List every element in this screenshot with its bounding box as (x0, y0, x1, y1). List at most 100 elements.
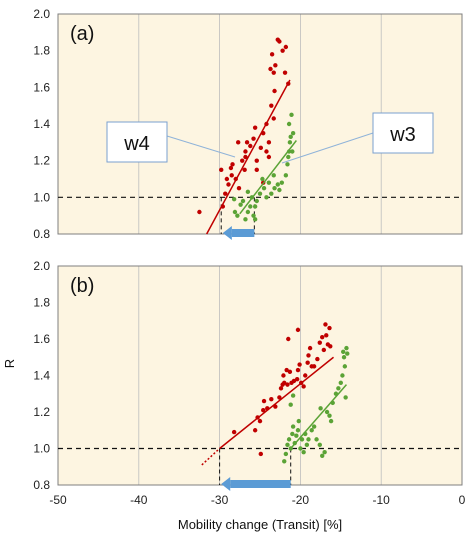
data-point-w4 (285, 382, 290, 387)
data-point-w4 (273, 63, 278, 68)
x-tick-label: -30 (211, 493, 229, 507)
data-point-w3 (299, 437, 305, 442)
data-point-w3 (304, 442, 310, 448)
data-point-w3 (345, 351, 350, 356)
y-tick-label: 1.0 (33, 190, 50, 204)
fit-line-w3 (239, 140, 297, 215)
y-tick-label: 2.0 (33, 7, 50, 21)
data-point-w3 (327, 413, 332, 418)
data-point-w4 (251, 136, 256, 141)
data-point-w4 (282, 70, 288, 75)
data-point-w3 (340, 373, 345, 378)
data-point-w3 (286, 154, 291, 160)
data-point-w4 (269, 52, 275, 57)
data-point-w4 (275, 37, 280, 42)
data-point-w3 (286, 437, 292, 442)
data-point-w3 (286, 121, 292, 127)
data-point-w3 (301, 449, 306, 455)
shift-arrow (222, 226, 255, 240)
data-point-w4 (230, 162, 235, 167)
y-tick-label: 1.6 (33, 80, 50, 94)
shift-arrow-body (231, 229, 255, 237)
data-point-w3 (238, 202, 243, 207)
data-point-w4 (295, 327, 301, 333)
data-point-w4 (240, 158, 245, 163)
data-point-w3 (318, 406, 323, 411)
shift-arrow (221, 477, 291, 491)
data-point-w4 (268, 66, 273, 72)
data-point-w4 (231, 429, 237, 435)
y-tick-label: 1.8 (33, 296, 50, 310)
data-point-w3 (283, 173, 289, 178)
y-tick-label: 0.8 (33, 478, 50, 492)
data-point-w3 (344, 345, 349, 351)
data-point-w3 (290, 431, 295, 437)
data-point-w3 (279, 180, 285, 185)
data-point-w3 (245, 209, 251, 215)
data-point-w4 (244, 140, 250, 145)
data-point-w4 (278, 386, 284, 391)
data-point-w3 (282, 459, 287, 464)
data-point-w4 (306, 353, 311, 358)
y-tick-label: 1.4 (33, 369, 50, 383)
callout-layer: w4 w3 (106, 112, 434, 164)
data-point-w3 (277, 187, 282, 193)
shift-arrow-head (221, 477, 231, 491)
data-point-w3 (254, 198, 259, 204)
data-point-w3 (272, 185, 277, 191)
panel-1: 0.8 1.0 1.2 1.4 1.6 1.8 2.0 -50 -40 -30 -20 -10 0 (b)… (2, 259, 466, 532)
x-axis-label: Mobility change (Transit) [%] (178, 517, 342, 532)
data-point-w4 (228, 165, 234, 171)
data-point-w3 (341, 355, 347, 360)
shift-arrow-body (230, 480, 291, 488)
x-tick-label: -10 (373, 493, 391, 507)
panel-label: (b) (70, 275, 94, 297)
data-point-w4 (280, 48, 285, 53)
data-point-w4 (243, 149, 248, 154)
data-point-w3 (271, 173, 276, 178)
data-point-w3 (341, 349, 346, 354)
data-point-w3 (257, 191, 263, 196)
y-axis-label: R (2, 359, 17, 368)
panel-label: (a) (70, 23, 94, 45)
data-point-w3 (328, 418, 334, 424)
y-tick-label: 1.2 (33, 405, 50, 419)
data-point-w3 (252, 204, 258, 209)
data-point-w3 (295, 428, 301, 433)
data-point-w3 (287, 140, 293, 145)
fit-line-w3 (290, 384, 348, 449)
data-point-w3 (343, 395, 348, 400)
x-tick-label: -20 (292, 493, 310, 507)
data-point-w3 (235, 213, 240, 218)
data-point-w4 (286, 336, 291, 342)
fit-line-w4 (219, 356, 334, 450)
y-tick-label: 1.0 (33, 442, 50, 456)
x-tick-label: -50 (49, 493, 67, 507)
data-point-w4 (254, 167, 259, 173)
data-point-w4 (307, 345, 313, 351)
data-point-w4 (219, 167, 224, 173)
data-point-w4 (297, 362, 302, 367)
y-tick-label: 1.4 (33, 117, 50, 131)
x-tick-label: -40 (130, 493, 148, 507)
data-point-w3 (290, 424, 296, 429)
data-point-w4 (327, 325, 332, 331)
data-point-w3 (294, 433, 299, 438)
data-point-w4 (320, 334, 325, 340)
data-point-w3 (251, 213, 256, 218)
data-point-w4 (317, 340, 322, 345)
data-point-w4 (269, 103, 274, 108)
data-point-w4 (287, 369, 293, 375)
data-point-w4 (323, 322, 328, 327)
data-point-w4 (283, 44, 289, 50)
data-point-w3 (322, 449, 327, 455)
data-point-w3 (338, 380, 343, 385)
data-point-w4 (324, 333, 329, 338)
data-point-w3 (252, 217, 258, 222)
data-point-w4 (248, 143, 253, 149)
data-point-w3 (336, 386, 341, 391)
data-point-w3 (231, 196, 237, 202)
data-point-w3 (269, 191, 274, 196)
data-point-w3 (290, 393, 296, 398)
